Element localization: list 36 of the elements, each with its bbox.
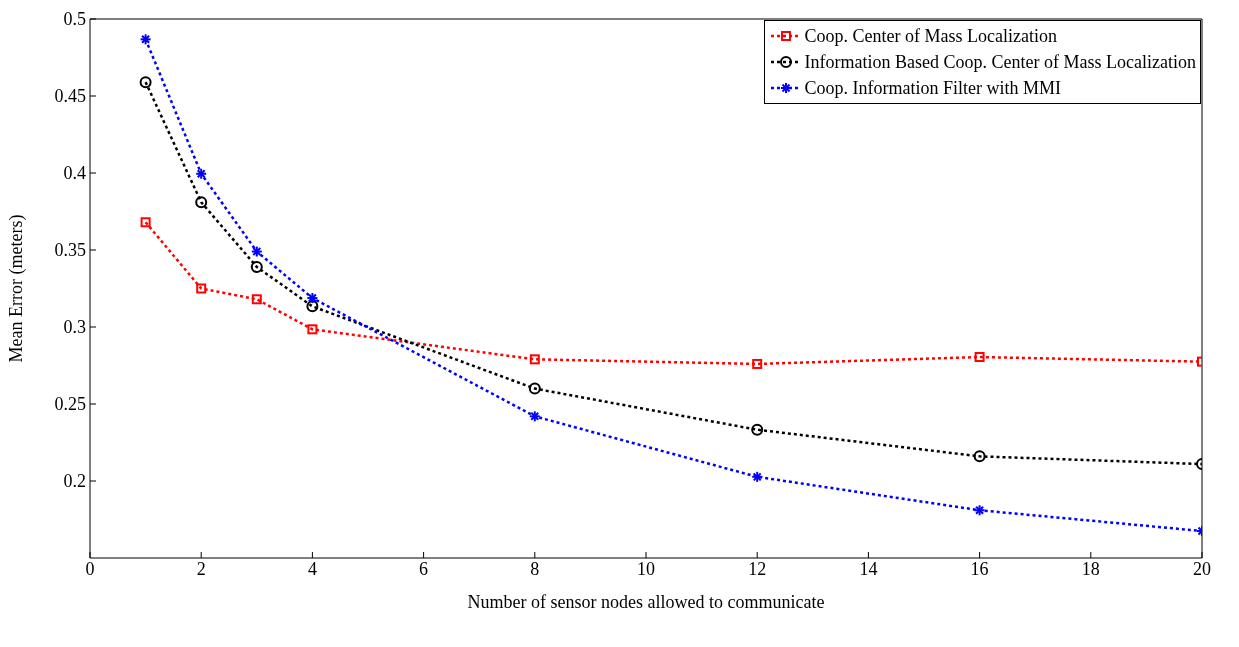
x-tick-label: 6 — [419, 558, 429, 579]
y-tick-label: 0.45 — [54, 86, 86, 107]
point — [751, 423, 764, 436]
point — [139, 76, 152, 89]
y-tick-label: 0.4 — [63, 163, 86, 184]
y-tick-label: 0.35 — [54, 240, 86, 261]
x-tick-label: 0 — [85, 558, 95, 579]
y-tick-label: 0.25 — [54, 394, 86, 415]
y-tick-label: 0.5 — [63, 9, 86, 30]
x-axis-title: Number of sensor nodes allowed to communicate — [467, 592, 825, 612]
point — [195, 196, 208, 209]
point — [250, 260, 263, 273]
x-tick-label: 12 — [748, 558, 767, 579]
legend-label: Coop. Information Filter with MMI — [804, 77, 1062, 100]
x-tick-label: 20 — [1193, 558, 1211, 579]
point — [140, 217, 151, 228]
x-tick-label: 10 — [637, 558, 655, 579]
point — [196, 283, 207, 294]
x-tick-label: 14 — [859, 558, 878, 579]
point — [973, 450, 986, 463]
x-tick-label: 16 — [970, 558, 989, 579]
y-axis-title: Mean Error (meters) — [6, 214, 28, 363]
y-tick-label: 0.2 — [63, 471, 86, 492]
point — [752, 358, 763, 369]
x-tick-label: 8 — [530, 558, 540, 579]
point — [974, 352, 985, 363]
point — [251, 294, 262, 305]
legend-label: Coop. Center of Mass Localization — [804, 25, 1058, 48]
point — [529, 354, 540, 365]
x-tick-label: 4 — [307, 558, 317, 579]
x-tick-label: 2 — [196, 558, 206, 579]
legend-label: Information Based Coop. Center of Mass Localization — [804, 51, 1196, 74]
point — [528, 382, 541, 395]
point — [307, 324, 318, 335]
y-tick-label: 0.3 — [63, 317, 86, 338]
x-tick-label: 18 — [1081, 558, 1100, 579]
